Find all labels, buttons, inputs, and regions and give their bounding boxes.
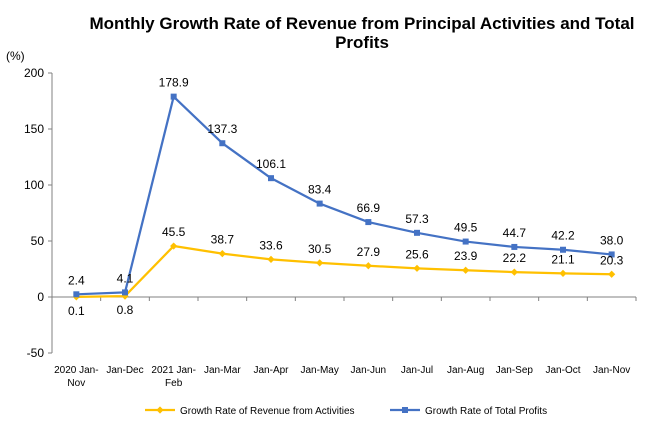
data-point [511, 243, 518, 250]
legend-marker [156, 406, 164, 414]
chart-title-line: Profits [335, 33, 389, 52]
data-point [608, 270, 616, 278]
x-tick-label-line: Jan-Apr [253, 365, 289, 376]
x-tick-label: Jan-Jul [401, 365, 433, 376]
data-point [316, 259, 324, 267]
legend-label: Growth Rate of Revenue from Activities [180, 406, 355, 417]
data-point [170, 93, 177, 100]
data-point [73, 291, 80, 298]
data-label: 20.3 [600, 253, 624, 267]
data-label: 66.9 [357, 201, 381, 215]
data-label: 25.6 [405, 247, 429, 261]
x-tick-label-line: 2020 Jan- [54, 365, 98, 376]
y-tick-label: -50 [27, 346, 45, 360]
chart-title: Monthly Growth Rate of Revenue from Prin… [89, 14, 634, 52]
series-layer [72, 93, 616, 301]
series-line-1 [76, 95, 612, 296]
x-tick-label: Jan-Mar [204, 365, 241, 376]
x-tick-label: 2020 Jan- Nov [54, 365, 98, 389]
data-point [559, 269, 567, 277]
data-label: 30.5 [308, 242, 332, 256]
data-point [268, 175, 274, 182]
x-tick-label-line: Jan-Oct [545, 365, 580, 376]
data-point [462, 266, 470, 274]
series-line-0 [76, 244, 612, 299]
data-point [560, 246, 566, 253]
data-point [510, 268, 518, 276]
data-point [364, 262, 372, 270]
data-label: 57.3 [405, 212, 429, 226]
x-tick-labels: 2020 Jan- Nov Jan-Dec 2021 Jan- Feb Jan-Mar Ja… [54, 365, 630, 389]
data-label: 44.7 [503, 226, 527, 240]
x-tick-label: Jan-Apr [253, 365, 289, 376]
data-label: 4.1 [117, 271, 134, 285]
x-tick-label: 2021 Jan- Feb [151, 365, 195, 389]
x-tick-label: Jan-Sep [496, 365, 534, 376]
data-label: 0.1 [68, 304, 85, 318]
y-tick-label: 200 [24, 66, 44, 80]
data-point [462, 238, 469, 245]
data-label: 45.5 [162, 225, 186, 239]
data-label: 38.7 [211, 233, 235, 247]
data-label: 38.0 [600, 233, 624, 247]
data-label: 49.5 [454, 221, 478, 235]
x-tick-label: Jan-May [300, 365, 338, 376]
x-tick-label-line: Jan-Dec [106, 365, 143, 376]
y-unit-label: (%) [6, 49, 25, 63]
x-tick-label-line: Jan-Jul [401, 365, 433, 376]
legend-label: Growth Rate of Total Profits [425, 406, 547, 417]
data-point [414, 229, 420, 236]
data-label: 22.2 [503, 251, 527, 265]
y-tick-label: 100 [24, 178, 44, 192]
data-labels: 0.1 0.8 45.5 38.7 33.6 30.5 27.9 25.6 23.9 22.2 21… [68, 76, 624, 318]
x-tick-label-line: 2021 Jan- [151, 365, 195, 376]
data-point [170, 242, 178, 250]
data-point [218, 250, 226, 258]
x-tick-label-line: Jan-Mar [204, 365, 241, 376]
data-point [316, 200, 323, 207]
x-tick-label-line: Jan-Aug [447, 365, 484, 376]
data-point [413, 264, 421, 272]
x-tick-label-line: Jan-Sep [496, 365, 534, 376]
data-point [219, 140, 226, 147]
data-point [122, 289, 128, 296]
x-tick-label: Jan-Oct [545, 365, 580, 376]
legend-marker [402, 407, 408, 413]
y-tick-labels: -50 0 50 100 150 200 [24, 66, 44, 360]
data-label: 23.9 [454, 249, 478, 263]
x-tick-label-line: Jan-May [300, 365, 338, 376]
data-label: 21.1 [551, 252, 575, 266]
data-point [608, 251, 615, 258]
data-label: 178.9 [159, 76, 189, 90]
x-tick-label-line: Feb [165, 378, 183, 389]
legend: Growth Rate of Revenue from Activities Gr… [145, 406, 547, 417]
data-label: 137.3 [207, 122, 237, 136]
x-tick-label-line: Jan-Nov [593, 365, 630, 376]
chart-axes [48, 72, 637, 354]
data-label: 0.8 [117, 303, 134, 317]
data-label: 33.6 [259, 238, 283, 252]
data-label: 2.4 [68, 273, 85, 287]
x-tick-label-line: Nov [67, 378, 85, 389]
x-tick-label-line: Jan-Jun [351, 365, 387, 376]
y-tick-label: 0 [37, 290, 44, 304]
x-tick-label: Jan-Aug [447, 365, 484, 376]
data-label: 42.2 [551, 229, 575, 243]
x-tick-label: Jan-Dec [106, 365, 143, 376]
x-tick-label: Jan-Nov [593, 365, 630, 376]
y-tick-label: 50 [31, 234, 45, 248]
data-label: 83.4 [308, 183, 332, 197]
data-label: 27.9 [357, 245, 381, 259]
x-tick-label: Jan-Jun [351, 365, 387, 376]
y-tick-label: 150 [24, 122, 44, 136]
chart-title-line: Monthly Growth Rate of Revenue from Prin… [89, 14, 634, 33]
data-label: 106.1 [256, 157, 286, 171]
data-point [267, 255, 275, 263]
data-point [365, 219, 372, 226]
